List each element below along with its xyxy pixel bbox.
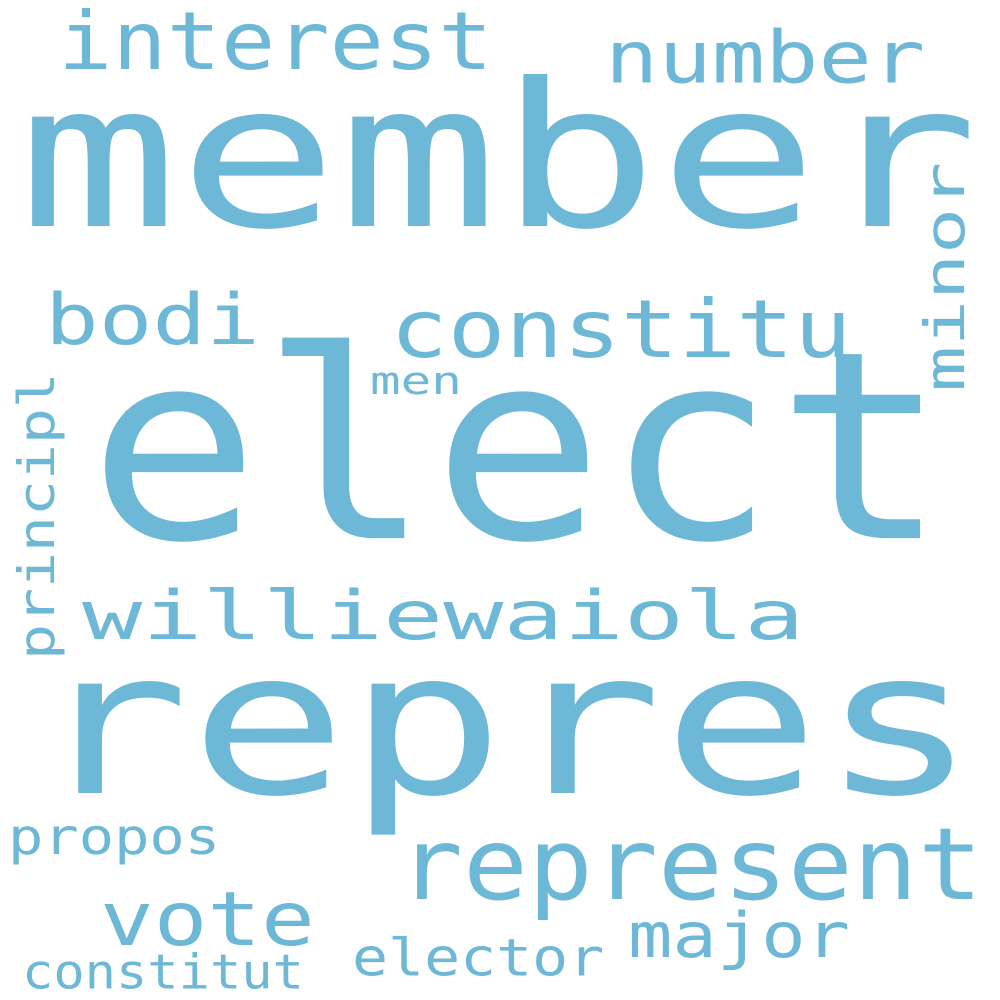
word-repres: repres	[32, 607, 978, 841]
word-williewaiola: williewaiola	[82, 575, 805, 656]
word-propos: propos	[8, 807, 221, 866]
word-constitut: constitut	[22, 943, 304, 1000]
word-interest: interest	[58, 0, 493, 89]
word-elector: elector	[352, 927, 605, 989]
word-bodi: bodi	[45, 278, 260, 361]
word-major: major	[628, 899, 851, 972]
word-men: men	[370, 358, 462, 404]
word-vote: vote	[100, 875, 315, 963]
word-minor: minor	[913, 161, 978, 392]
word-principl: principl	[7, 372, 67, 660]
word-constitu: constitu	[390, 282, 852, 377]
word-member: member	[18, 40, 979, 274]
word-represent: represent	[398, 806, 983, 923]
word-elect: elect	[88, 294, 949, 601]
word-number: number	[605, 15, 926, 100]
